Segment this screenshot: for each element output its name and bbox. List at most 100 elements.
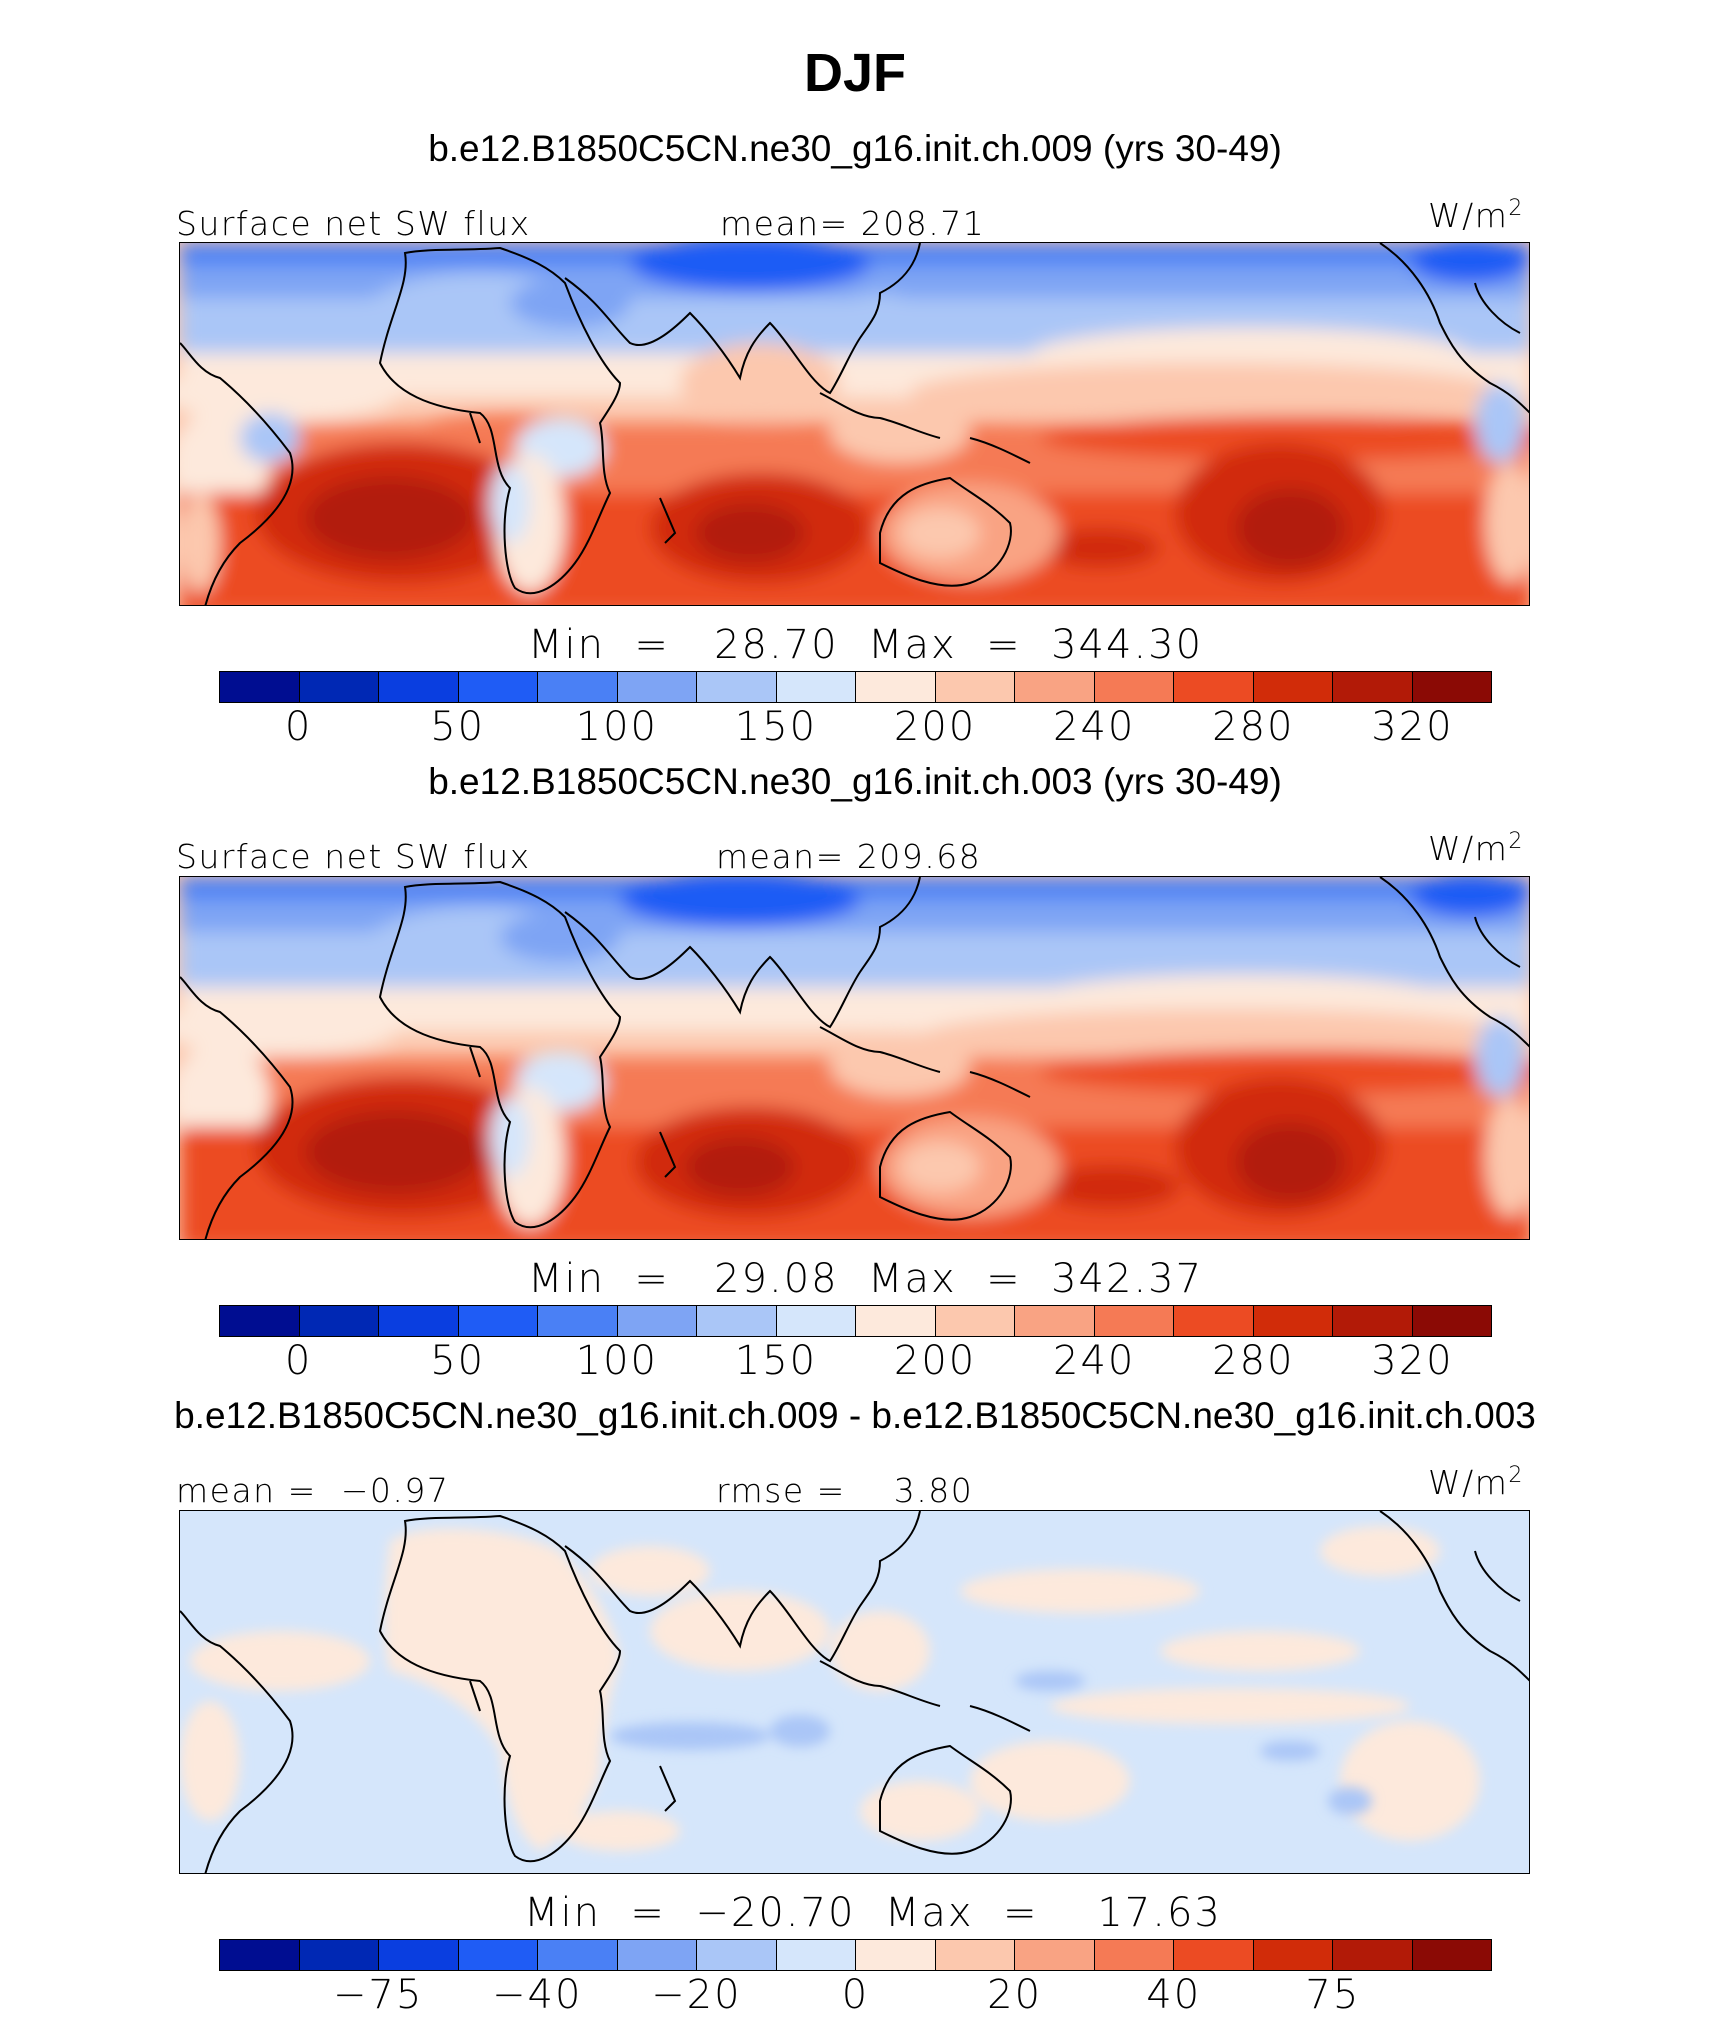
panel1-colorbar-box (617, 672, 697, 702)
panel2-colorbar-box (935, 1306, 1015, 1336)
panel1-colorbar-box (1015, 672, 1095, 702)
panel2-tick-label: 50 (430, 1338, 486, 1384)
panel1-variable-label: Surface net SW flux (176, 204, 531, 243)
panel2-colorbar-box (1333, 1306, 1413, 1336)
panel2-max-value: 342.37 (1051, 1256, 1204, 1302)
panel1-max-value: 344.30 (1051, 622, 1204, 668)
panel1-colorbar-box (776, 672, 856, 702)
panel2-tick-label: 150 (734, 1338, 818, 1384)
panel3-units: W/m2 (1428, 1463, 1524, 1502)
panel2-tick-label: 200 (893, 1338, 977, 1384)
panel1-tick-label: 150 (734, 704, 818, 750)
panel1-tick-label: 50 (430, 704, 486, 750)
panel2-colorbar-box (1094, 1306, 1174, 1336)
panel2-colorbar-box (617, 1306, 697, 1336)
panel1-minmax: Min = 28.70 Max = 344.30 (528, 622, 1204, 668)
panel2-subtitle: b.e12.B1850C5CN.ne30_g16.init.ch.003 (yr… (428, 761, 1282, 802)
panel3-tick-label: −75 (332, 1972, 424, 2018)
panel2-tick-label: 0 (284, 1338, 313, 1384)
panel1-colorbar-box (697, 672, 777, 702)
panel2-tick-label: 240 (1053, 1338, 1136, 1384)
panel3-colorbar-box (458, 1940, 538, 1970)
panel2-colorbar-box (856, 1306, 936, 1336)
panel1-colorbar-box (856, 672, 936, 702)
panel1-colorbar-box (1333, 672, 1413, 702)
panel1-tick-label: 100 (575, 704, 658, 750)
panel2-mean-label: mean= 209.68 (716, 837, 982, 876)
panel3-colorbar-box (1253, 1940, 1333, 1970)
panel3-colorbar-box (935, 1940, 1015, 1970)
panel2-tick-label: 320 (1371, 1338, 1454, 1384)
panel2-tick-label: 100 (575, 1338, 658, 1384)
panel2-variable-label: Surface net SW flux (176, 837, 531, 876)
panel3-colorbar-box (299, 1940, 379, 1970)
panel1-colorbar-box (1174, 672, 1254, 702)
panel3-colorbar-box (856, 1940, 936, 1970)
panel3-colorbar-box (617, 1940, 697, 1970)
panel1-colorbar (219, 671, 1492, 703)
panel1-tick-label: 280 (1212, 704, 1295, 750)
panel3-colorbar-box (1333, 1940, 1413, 1970)
panel1-colorbar-box (1253, 672, 1333, 702)
panel3-mean-label: mean = −0.97 (176, 1471, 450, 1510)
panel1-tick-label: 320 (1371, 704, 1454, 750)
panel3-min-value: −20.70 (695, 1890, 856, 1936)
panel1-colorbar-box (299, 672, 379, 702)
panel2-colorbar-box (379, 1306, 459, 1336)
panel2-colorbar-box (538, 1306, 618, 1336)
panel3-minmax: Min = −20.70 Max = 17.63 (524, 1890, 1222, 1936)
panel2-colorbar-box (697, 1306, 777, 1336)
panel3-colorbar-box (1094, 1940, 1174, 1970)
panel2-colorbar-box (1174, 1306, 1254, 1336)
panel3-rmse-value: 3.80 (893, 1471, 974, 1510)
panel2-colorbar-box (1253, 1306, 1333, 1336)
panel3-colorbar-box (538, 1940, 618, 1970)
panel1-colorbar-box (1094, 672, 1174, 702)
panel3-colorbar-box (776, 1940, 856, 1970)
panel3-colorbar-box (1412, 1940, 1491, 1970)
panel3-tick-label: 40 (1146, 1972, 1202, 2018)
panel2-colorbar-box (220, 1306, 300, 1336)
panel2-colorbar (219, 1305, 1492, 1337)
panel3-max-value: 17.63 (1097, 1890, 1222, 1936)
panel1-colorbar-box (538, 672, 618, 702)
panel3-tick-label: 75 (1305, 1972, 1361, 2018)
panel2-colorbar-box (299, 1306, 379, 1336)
panel3-colorbar-box (220, 1940, 300, 1970)
panel1-tick-label: 200 (893, 704, 977, 750)
panel3-colorbar-box (1015, 1940, 1095, 1970)
panel1-colorbar-box (935, 672, 1015, 702)
panel1-colorbar-box (1412, 672, 1491, 702)
panel1-colorbar-box (458, 672, 538, 702)
panel3-tick-label: −40 (492, 1972, 583, 2018)
panel1-tick-label: 240 (1053, 704, 1136, 750)
panel1-min-value: 28.70 (714, 622, 839, 668)
panel2-tick-label: 280 (1212, 1338, 1295, 1384)
panel3-rmse-label: rmse = 3.80 (716, 1471, 974, 1510)
panel1-colorbar-box (379, 672, 459, 702)
panel2-colorbar-box (1015, 1306, 1095, 1336)
panel2-colorbar-box (776, 1306, 856, 1336)
panel3-map (179, 1510, 1530, 1874)
panel1-colorbar-box (220, 672, 300, 702)
panel1-map (179, 242, 1530, 606)
panel2-mean-value: 209.68 (856, 837, 982, 876)
panel2-colorbar-box (1412, 1306, 1491, 1336)
panel3-colorbar-box (379, 1940, 459, 1970)
figure-title: DJF (803, 43, 906, 103)
panel2-minmax: Min = 29.08 Max = 342.37 (528, 1256, 1204, 1302)
panel3-colorbar-box (1174, 1940, 1254, 1970)
panel3-subtitle: b.e12.B1850C5CN.ne30_g16.init.ch.009 - b… (174, 1395, 1536, 1436)
panel3-tick-label: 20 (987, 1972, 1043, 2018)
panel1-units: W/m2 (1428, 196, 1524, 235)
panel1-tick-label: 0 (284, 704, 313, 750)
panel3-colorbar-box (697, 1940, 777, 1970)
panel2-colorbar-box (458, 1306, 538, 1336)
panel1-mean-value: 208.71 (860, 204, 986, 243)
panel1-subtitle: b.e12.B1850C5CN.ne30_g16.init.ch.009 (yr… (428, 128, 1282, 169)
panel3-tick-label: 0 (841, 1972, 870, 2018)
panel3-mean-value: −0.97 (340, 1471, 450, 1510)
panel1-mean-label: mean= 208.71 (720, 204, 986, 243)
panel2-min-value: 29.08 (714, 1256, 839, 1302)
panel3-colorbar (219, 1939, 1492, 1971)
